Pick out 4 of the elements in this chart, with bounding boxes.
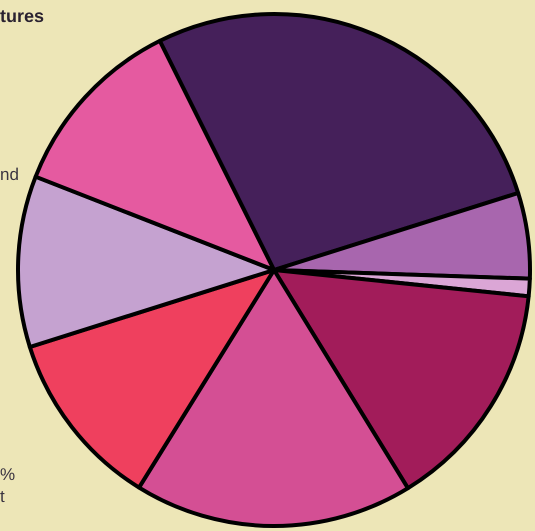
text: % [0,465,16,484]
text: nd [0,165,19,184]
chart-title: tures [0,6,44,26]
text: t [0,487,5,506]
